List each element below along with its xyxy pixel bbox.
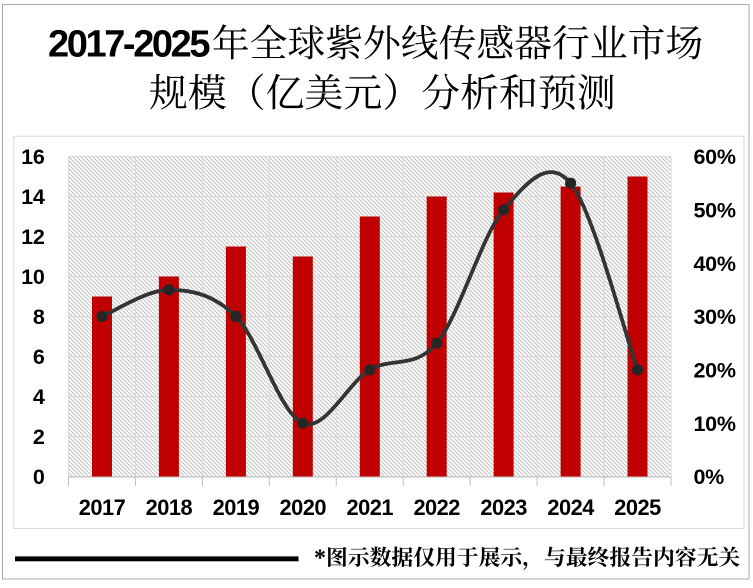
svg-text:2017-2025: 2017-2025 bbox=[48, 24, 210, 66]
svg-text:2019: 2019 bbox=[213, 495, 260, 520]
svg-text:50%: 50% bbox=[694, 199, 736, 223]
svg-text:16: 16 bbox=[21, 145, 45, 169]
svg-text:4: 4 bbox=[33, 385, 45, 409]
svg-text:10%: 10% bbox=[694, 412, 736, 436]
svg-text:30%: 30% bbox=[694, 305, 736, 329]
svg-text:20%: 20% bbox=[694, 359, 736, 383]
svg-text:*: * bbox=[314, 546, 326, 572]
svg-text:10: 10 bbox=[21, 265, 45, 289]
svg-text:6: 6 bbox=[33, 345, 45, 369]
svg-text:0%: 0% bbox=[694, 465, 725, 489]
svg-text:2021: 2021 bbox=[347, 495, 394, 520]
svg-text:2020: 2020 bbox=[280, 495, 327, 520]
svg-text:40%: 40% bbox=[694, 252, 736, 276]
svg-text:2024: 2024 bbox=[547, 495, 594, 520]
svg-text:12: 12 bbox=[21, 225, 45, 249]
svg-text:2023: 2023 bbox=[480, 495, 527, 520]
svg-text:2025: 2025 bbox=[614, 495, 661, 520]
svg-text:2022: 2022 bbox=[413, 495, 460, 520]
svg-text:8: 8 bbox=[33, 305, 45, 329]
svg-text:0: 0 bbox=[33, 465, 45, 489]
svg-text:2017: 2017 bbox=[79, 495, 126, 520]
svg-text:2018: 2018 bbox=[146, 495, 193, 520]
svg-text:14: 14 bbox=[21, 185, 45, 209]
svg-text:2: 2 bbox=[33, 425, 45, 449]
svg-text:60%: 60% bbox=[694, 145, 736, 169]
